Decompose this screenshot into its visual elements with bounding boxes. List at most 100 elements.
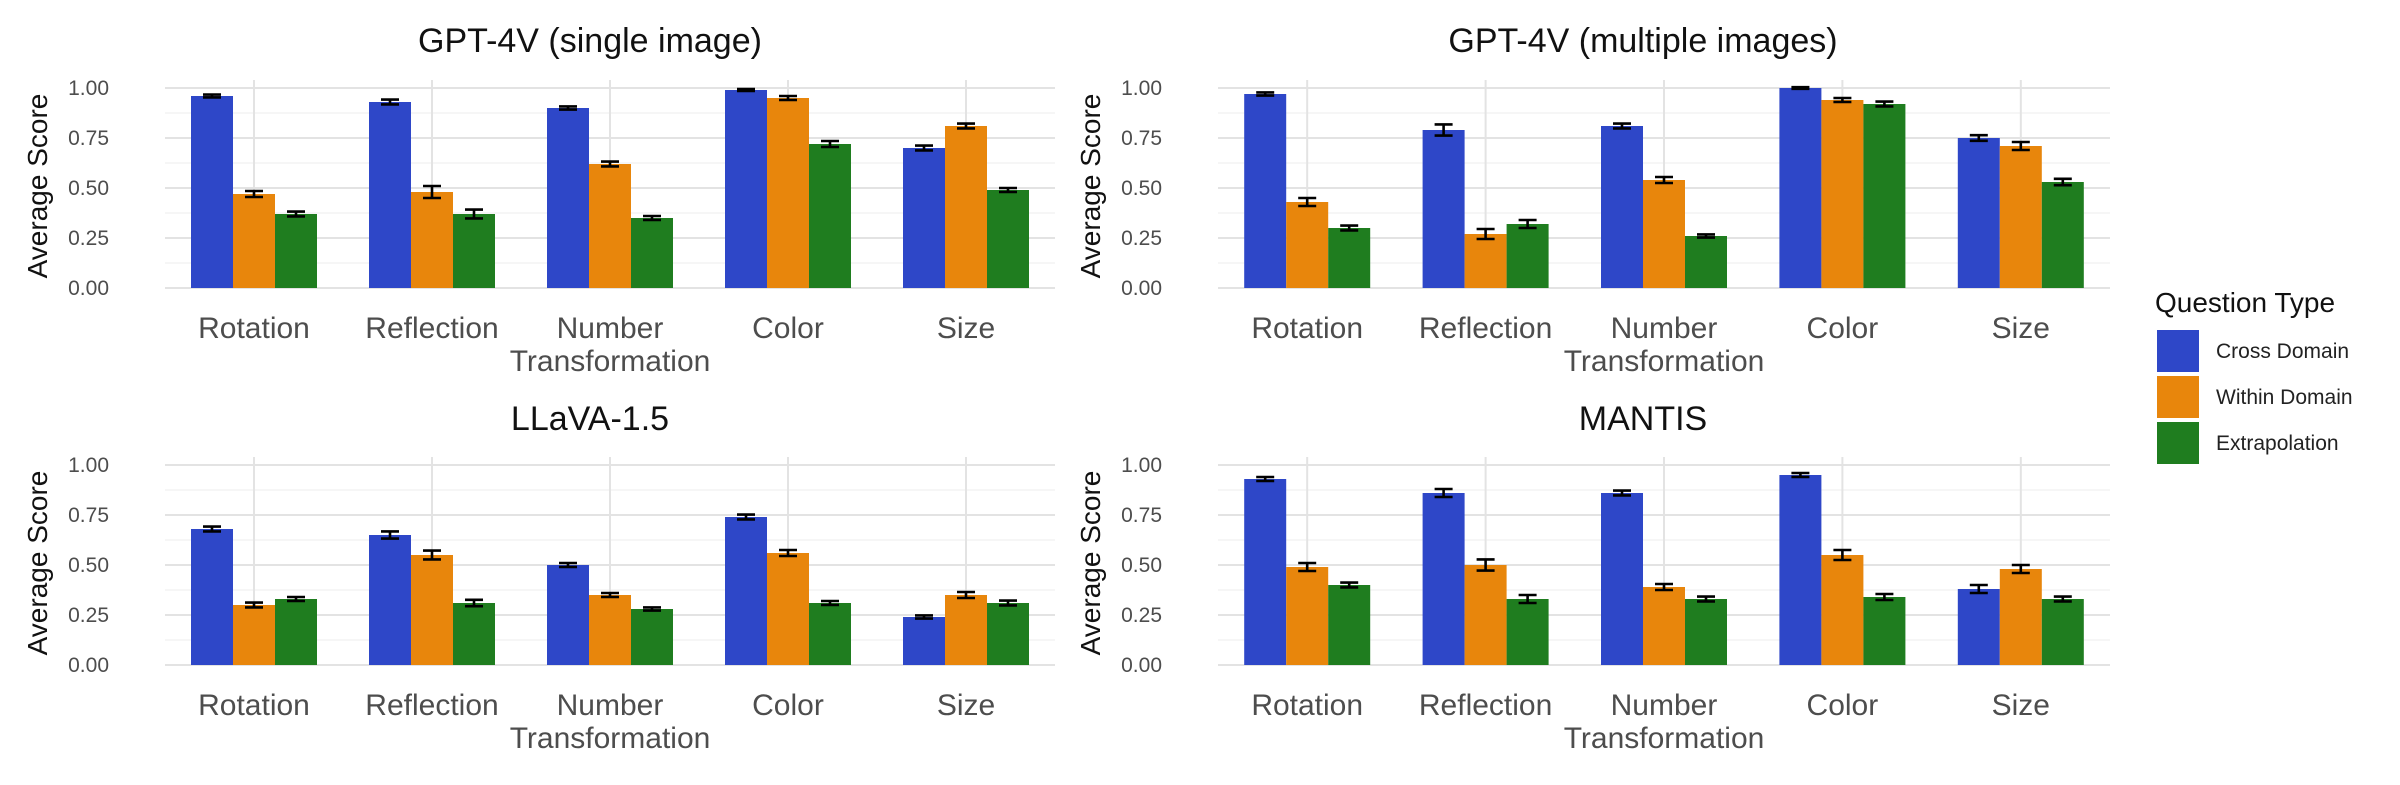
- bar: [2041, 182, 2084, 288]
- bar: [945, 595, 987, 665]
- error-bar: [601, 160, 619, 168]
- error-bar: [915, 614, 933, 620]
- error-bar: [737, 87, 755, 93]
- error-bar: [1298, 561, 1317, 573]
- error-bar: [1256, 91, 1275, 97]
- bar: [191, 529, 233, 665]
- error-bar: [287, 595, 305, 603]
- x-tick-label: Number: [557, 312, 664, 345]
- y-tick-label: 0.50: [1121, 177, 1162, 200]
- bar: [411, 192, 453, 288]
- panel-title: GPT-4V (multiple images): [1448, 22, 1837, 60]
- x-tick-label: Reflection: [365, 689, 498, 722]
- y-tick-label: 0.00: [1121, 277, 1162, 300]
- x-tick-label: Number: [1611, 312, 1718, 345]
- panel-4: 0.00 0.25 0.50 0.75 1.00 Rotation Reflection Nu…: [1075, 400, 2110, 755]
- bar: [275, 599, 317, 665]
- bar: [987, 603, 1029, 665]
- legend-title: Question Type: [2155, 287, 2335, 318]
- x-tick-label: Reflection: [1419, 312, 1552, 345]
- error-bar: [1340, 224, 1359, 232]
- y-axis-label: Average Score: [22, 471, 53, 656]
- error-bar: [999, 186, 1017, 194]
- error-bar: [779, 548, 797, 558]
- x-tick-label: Rotation: [198, 312, 310, 345]
- x-tick-label: Reflection: [365, 312, 498, 345]
- error-bar: [957, 590, 975, 600]
- y-tick-label: 1.00: [68, 77, 109, 100]
- error-bar: [465, 598, 483, 608]
- bar: [1685, 236, 1727, 288]
- y-axis-label: Average Score: [1075, 94, 1106, 279]
- error-bar: [999, 599, 1017, 607]
- bar: [1244, 479, 1287, 665]
- error-bar: [203, 93, 221, 99]
- error-bar: [1791, 471, 1810, 479]
- panel-title: MANTIS: [1579, 400, 1707, 438]
- bar: [809, 144, 851, 288]
- y-tick-label: 0.75: [1121, 504, 1162, 527]
- legend-label: Within Domain: [2216, 386, 2353, 409]
- error-bar: [1256, 475, 1275, 483]
- error-bar: [1969, 583, 1988, 595]
- error-bar: [1434, 123, 1453, 137]
- x-tick-label: Number: [1611, 689, 1718, 722]
- x-tick-label: Size: [937, 689, 995, 722]
- error-bar: [1476, 558, 1495, 572]
- bar: [725, 90, 767, 288]
- bar: [453, 214, 495, 288]
- x-tick-label: Size: [937, 312, 995, 345]
- error-bar: [381, 530, 399, 540]
- bar: [1328, 585, 1371, 665]
- x-tick-label: Color: [1807, 689, 1879, 722]
- error-bar: [1340, 581, 1359, 589]
- error-bar: [2053, 595, 2072, 603]
- error-bar: [465, 208, 483, 220]
- error-bar: [779, 94, 797, 102]
- bar: [1286, 567, 1329, 665]
- error-bar: [821, 139, 839, 149]
- legend-swatch: [2157, 376, 2199, 418]
- bar: [1643, 180, 1685, 288]
- error-bar: [2053, 177, 2072, 187]
- error-bar: [915, 144, 933, 152]
- bar: [767, 98, 809, 288]
- x-tick-label: Color: [1807, 312, 1879, 345]
- error-bar: [559, 105, 577, 111]
- bar: [1779, 475, 1822, 665]
- error-bar: [821, 599, 839, 607]
- y-tick-label: 0.00: [1121, 654, 1162, 677]
- y-tick-label: 0.75: [68, 127, 109, 150]
- error-bar: [1697, 233, 1715, 239]
- y-tick-label: 1.00: [68, 454, 109, 477]
- error-bar: [423, 549, 441, 561]
- error-bar: [423, 184, 441, 200]
- bar: [275, 214, 317, 288]
- bar: [631, 609, 673, 665]
- y-tick-label: 0.25: [1121, 604, 1162, 627]
- y-axis-label: Average Score: [22, 94, 53, 279]
- bar: [987, 190, 1029, 288]
- panel-title: LLaVA-1.5: [511, 400, 669, 438]
- error-bar: [1434, 487, 1453, 499]
- error-bar: [2011, 140, 2030, 152]
- error-bar: [203, 525, 221, 533]
- bar: [1422, 130, 1465, 288]
- error-bar: [1298, 196, 1317, 208]
- x-tick-label: Color: [752, 312, 824, 345]
- error-bar: [381, 98, 399, 106]
- error-bar: [1518, 218, 1537, 230]
- x-tick-label: Transformation: [510, 722, 711, 755]
- error-bar: [601, 591, 619, 599]
- y-tick-label: 0.25: [68, 604, 109, 627]
- error-bar: [245, 601, 263, 609]
- error-bar: [643, 214, 661, 222]
- bar: [767, 553, 809, 665]
- bar: [589, 595, 631, 665]
- error-bar: [957, 122, 975, 130]
- bar: [1779, 88, 1822, 288]
- bar: [1863, 104, 1906, 288]
- error-bar: [1697, 595, 1715, 603]
- legend-swatch: [2157, 330, 2199, 372]
- bar: [1821, 555, 1864, 665]
